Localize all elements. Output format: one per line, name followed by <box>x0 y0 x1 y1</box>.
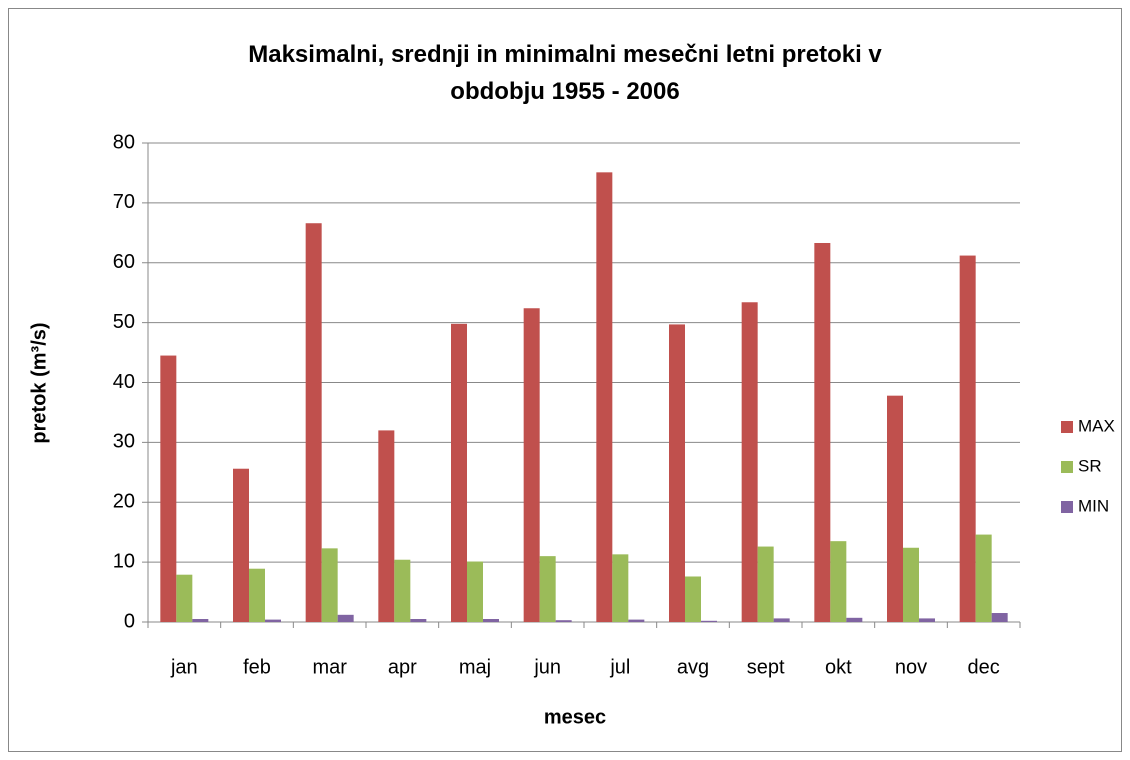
y-tick-label: 10 <box>113 550 135 572</box>
x-tick-label: sept <box>747 656 785 678</box>
bar <box>701 620 717 622</box>
x-tick-label: nov <box>895 656 927 678</box>
x-tick-label: jun <box>533 656 561 678</box>
bar <box>394 559 411 622</box>
y-tick-label: 80 <box>113 131 135 153</box>
bar <box>814 242 831 622</box>
bar <box>612 554 629 622</box>
y-tick-label: 30 <box>113 431 135 453</box>
bar <box>176 574 193 622</box>
bar <box>483 619 499 622</box>
bar <box>741 302 758 622</box>
bar <box>378 430 395 622</box>
bar <box>305 223 322 623</box>
x-tick-label: apr <box>388 656 417 678</box>
legend-swatch <box>1061 421 1073 433</box>
bar <box>160 355 177 622</box>
bar <box>628 619 645 622</box>
bar <box>773 618 790 622</box>
x-tick-label: okt <box>825 656 852 678</box>
bar <box>903 547 919 622</box>
bar <box>846 617 863 622</box>
x-tick-label: maj <box>459 656 491 678</box>
bar <box>887 395 903 622</box>
bar <box>467 561 483 622</box>
bar <box>685 576 701 622</box>
bar <box>919 618 935 622</box>
y-tick-label: 50 <box>113 311 135 333</box>
chart-title: Maksimalni, srednji in minimalni mesečni… <box>248 41 882 105</box>
bar <box>451 323 467 622</box>
bar <box>669 324 685 622</box>
x-tick-label: jan <box>170 656 198 678</box>
bar <box>523 308 540 622</box>
y-tick-label: 60 <box>113 251 135 273</box>
bar <box>410 619 427 622</box>
y-tick-label: 0 <box>124 610 135 632</box>
y-tick-label: 20 <box>113 491 135 513</box>
y-tick-label: 40 <box>113 371 135 393</box>
legend-swatch <box>1061 461 1073 473</box>
y-tick-label: 70 <box>113 191 135 213</box>
legend-label: MAX <box>1078 416 1115 435</box>
chart-border <box>8 8 1122 752</box>
bar <box>265 619 281 622</box>
bar <box>830 541 847 622</box>
bar <box>539 556 556 622</box>
bar <box>975 534 992 622</box>
legend-swatch <box>1061 501 1073 513</box>
legend-label: MIN <box>1078 496 1109 515</box>
x-tick-label: avg <box>677 656 709 678</box>
bar <box>596 172 613 622</box>
x-tick-label: dec <box>968 656 1000 678</box>
bar <box>192 619 209 622</box>
bar <box>757 546 774 622</box>
bar <box>321 548 338 622</box>
x-axis-label: mesec <box>544 706 606 728</box>
x-tick-label: feb <box>243 656 271 678</box>
legend-label: SR <box>1078 456 1102 475</box>
bar <box>233 468 249 622</box>
y-axis-label: pretok (m³/s) <box>28 322 50 443</box>
bar <box>249 568 265 622</box>
bar <box>991 613 1008 622</box>
bar <box>959 255 976 622</box>
x-tick-label: jul <box>609 656 630 678</box>
bar <box>555 620 572 622</box>
x-tick-label: mar <box>312 656 347 678</box>
bar <box>337 614 354 622</box>
